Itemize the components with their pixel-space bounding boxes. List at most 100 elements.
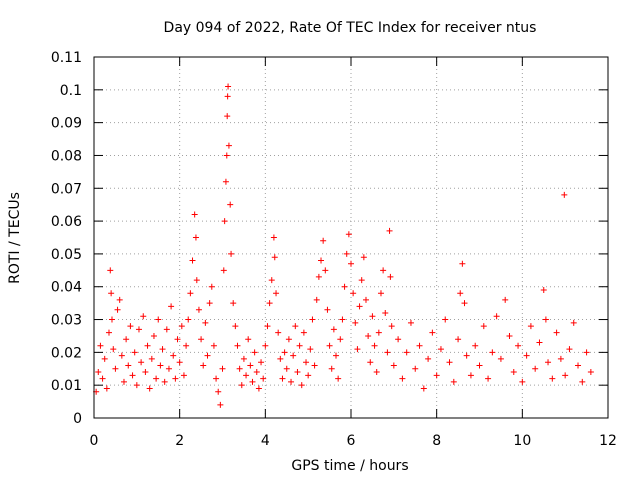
roti-point bbox=[223, 152, 230, 159]
roti-point bbox=[110, 346, 117, 353]
roti-point bbox=[129, 372, 136, 379]
x-axis-title: GPS time / hours bbox=[291, 458, 408, 474]
roti-point bbox=[227, 201, 234, 208]
roti-point bbox=[270, 234, 277, 241]
roti-point bbox=[279, 375, 286, 382]
roti-point bbox=[262, 342, 269, 349]
roti-point bbox=[545, 359, 552, 366]
roti-point bbox=[395, 336, 402, 343]
roti-point bbox=[240, 355, 247, 362]
roti-point bbox=[407, 319, 414, 326]
roti-point bbox=[540, 287, 547, 294]
roti-point bbox=[489, 349, 496, 356]
roti-point bbox=[178, 323, 185, 330]
points-layer bbox=[93, 83, 594, 408]
y-tick-label: 0.09 bbox=[51, 116, 82, 132]
roti-point bbox=[313, 296, 320, 303]
roti-point bbox=[450, 378, 457, 385]
roti-point bbox=[515, 342, 522, 349]
roti-point bbox=[339, 316, 346, 323]
roti-point bbox=[345, 231, 352, 238]
roti-point bbox=[348, 260, 354, 267]
y-tick-label: 0.03 bbox=[51, 313, 82, 329]
roti-point bbox=[125, 362, 132, 369]
roti-point bbox=[120, 378, 127, 385]
roti-point bbox=[459, 260, 466, 267]
roti-point bbox=[380, 267, 387, 274]
y-tick-label: 0.1 bbox=[60, 83, 82, 99]
x-tick-label: 0 bbox=[90, 433, 99, 449]
roti-point bbox=[311, 362, 318, 369]
roti-point bbox=[510, 369, 517, 376]
roti-point bbox=[437, 346, 444, 353]
roti-point bbox=[273, 290, 280, 297]
roti-point bbox=[142, 369, 149, 376]
roti-point bbox=[387, 273, 394, 280]
roti-point bbox=[523, 352, 530, 359]
roti-point bbox=[123, 336, 130, 343]
roti-point bbox=[532, 365, 539, 372]
roti-point bbox=[442, 316, 449, 323]
roti-point bbox=[472, 342, 479, 349]
roti-point bbox=[170, 352, 177, 359]
roti-point bbox=[290, 352, 297, 359]
roti-point bbox=[140, 313, 147, 320]
roti-point bbox=[230, 300, 237, 307]
y-tick-label: 0.05 bbox=[51, 247, 82, 263]
y-tick-label: 0.04 bbox=[51, 280, 82, 296]
roti-point bbox=[412, 365, 419, 372]
roti-point bbox=[225, 83, 232, 90]
roti-point bbox=[562, 372, 569, 379]
roti-point bbox=[191, 211, 198, 218]
roti-point bbox=[288, 378, 295, 385]
roti-point bbox=[305, 372, 312, 379]
roti-point bbox=[557, 355, 564, 362]
roti-point bbox=[224, 113, 231, 120]
roti-point bbox=[247, 362, 254, 369]
roti-point bbox=[168, 303, 175, 310]
x-tick-label: 10 bbox=[513, 433, 531, 449]
y-tick-label: 0.01 bbox=[51, 378, 82, 394]
roti-point bbox=[224, 93, 231, 100]
roti-point bbox=[362, 296, 369, 303]
roti-point bbox=[127, 323, 134, 330]
roti-point bbox=[264, 323, 271, 330]
roti-point bbox=[255, 385, 262, 392]
roti-point bbox=[322, 267, 329, 274]
y-tick-label: 0 bbox=[73, 411, 82, 427]
roti-point bbox=[153, 375, 160, 382]
roti-point bbox=[341, 283, 348, 290]
roti-point bbox=[225, 142, 232, 149]
roti-point bbox=[165, 365, 172, 372]
roti-point bbox=[174, 336, 181, 343]
roti-point bbox=[155, 316, 162, 323]
roti-point bbox=[476, 362, 483, 369]
roti-point bbox=[192, 234, 199, 241]
roti-point bbox=[354, 346, 361, 353]
roti-point bbox=[232, 323, 239, 330]
x-tick-label: 8 bbox=[432, 433, 441, 449]
roti-point bbox=[204, 352, 211, 359]
x-tick-label: 2 bbox=[175, 433, 184, 449]
roti-point bbox=[220, 267, 227, 274]
roti-point bbox=[138, 359, 145, 366]
roti-point bbox=[249, 378, 256, 385]
y-tick-label: 0.02 bbox=[51, 345, 82, 361]
roti-point bbox=[215, 388, 222, 395]
roti-point bbox=[356, 303, 363, 310]
roti-point bbox=[275, 329, 282, 336]
roti-point bbox=[386, 227, 393, 234]
roti-point bbox=[298, 382, 305, 389]
roti-point bbox=[103, 385, 110, 392]
roti-point bbox=[105, 329, 112, 336]
roti-point bbox=[245, 336, 252, 343]
roti-point bbox=[200, 362, 207, 369]
roti-point bbox=[228, 250, 235, 257]
roti-point bbox=[371, 342, 378, 349]
roti-point bbox=[146, 385, 153, 392]
roti-point bbox=[587, 369, 594, 376]
roti-point bbox=[328, 365, 335, 372]
chart-title: Day 094 of 2022, Rate Of TEC Index for r… bbox=[164, 20, 537, 36]
x-tick-label: 6 bbox=[347, 433, 356, 449]
roti-point bbox=[221, 218, 228, 225]
